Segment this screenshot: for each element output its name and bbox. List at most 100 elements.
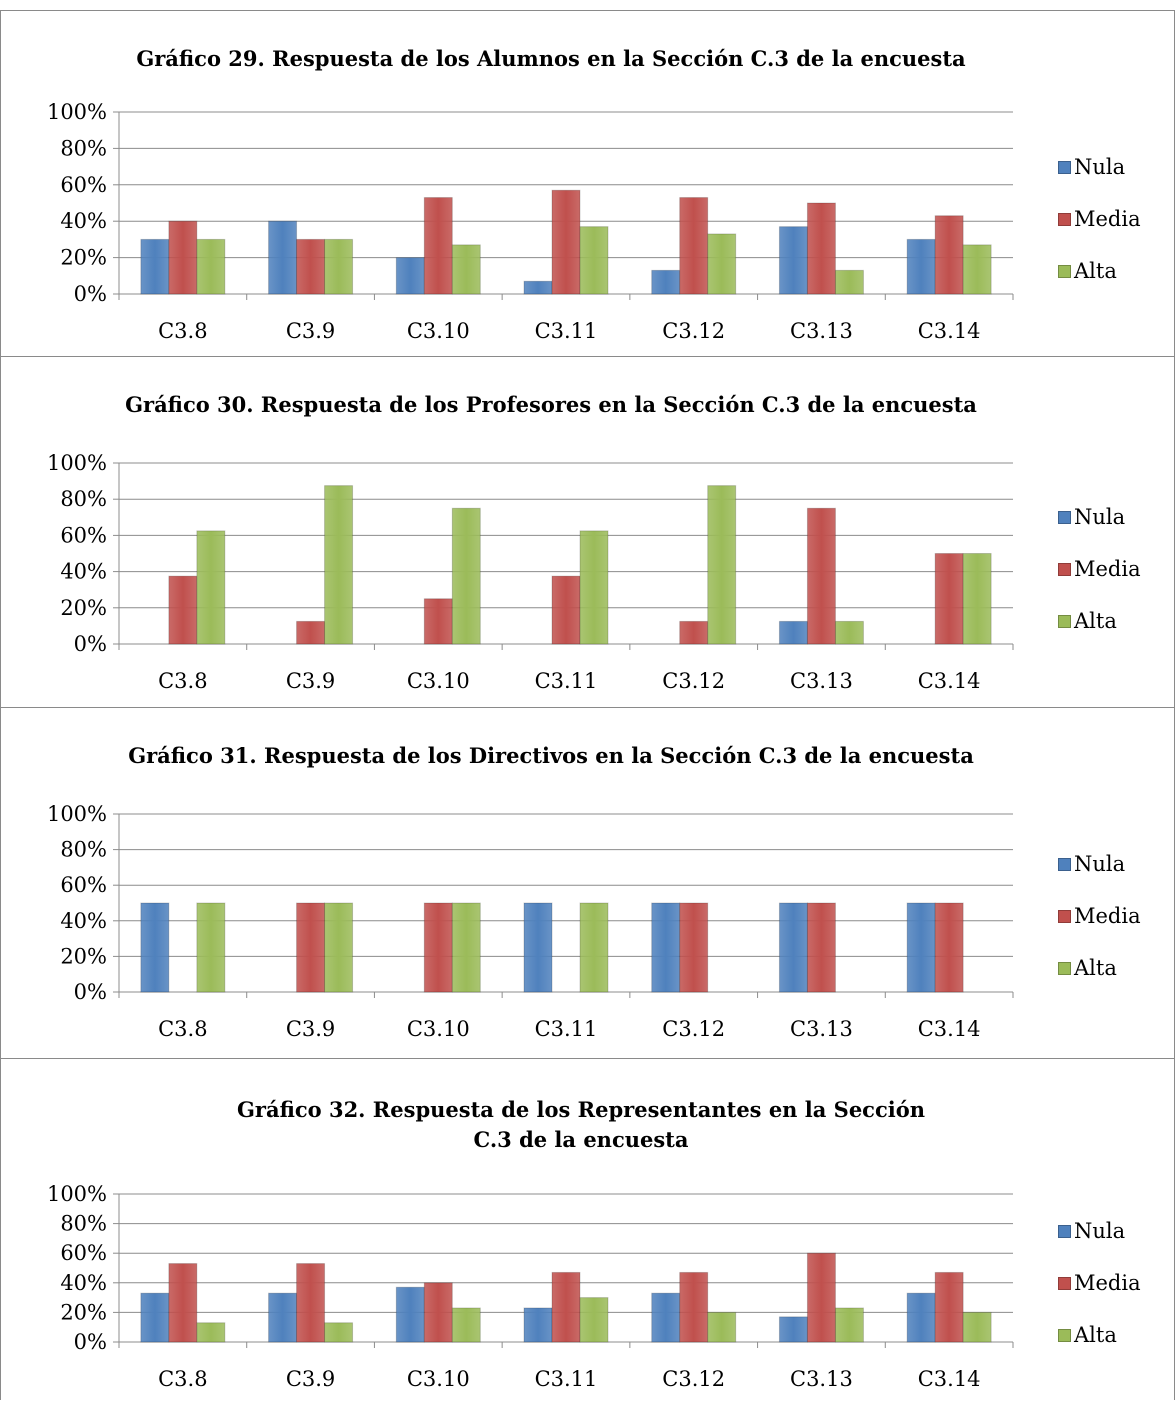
legend-swatch-media [1058, 909, 1071, 923]
bar-media [934, 553, 964, 645]
x-tick-label: C3.10 [407, 1367, 470, 1391]
y-tick-label: 40% [60, 209, 107, 233]
x-tick-label: C3.13 [790, 1017, 853, 1041]
bar-alta [324, 1322, 354, 1343]
chart-panel-30: Gráfico 30. Respuesta de los Profesores … [0, 356, 1175, 707]
y-tick-label: 80% [60, 136, 107, 160]
legend-label: Nula [1074, 852, 1126, 876]
x-tick-label: C3.8 [158, 669, 207, 693]
bar-nula [778, 902, 808, 993]
bar-alta [962, 244, 992, 295]
bar-media [679, 197, 709, 295]
x-tick-label: C3.12 [662, 319, 725, 343]
bar-media [423, 1282, 453, 1343]
legend-item-alta: Alta [1058, 1323, 1117, 1349]
legend-item-nula: Nula [1058, 1219, 1125, 1245]
bar-media [934, 215, 964, 295]
x-tick-label: C3.9 [286, 1017, 335, 1041]
bar-alta [196, 902, 226, 993]
x-tick-label: C3.11 [535, 319, 598, 343]
bar-alta [324, 485, 354, 645]
bar-alta [707, 233, 737, 295]
bar-nula [906, 1292, 936, 1343]
x-tick-label: C3.9 [286, 1367, 335, 1391]
y-tick-label: 40% [60, 909, 107, 933]
legend-item-media: Media [1058, 1271, 1141, 1297]
bar-alta [451, 507, 481, 645]
legend-swatch-alta [1058, 961, 1071, 975]
bar-alta [196, 1322, 226, 1343]
x-tick-label: C3.12 [662, 1367, 725, 1391]
bar-media [296, 1263, 326, 1343]
y-tick-label: 0% [74, 632, 107, 656]
bar-alta [834, 1307, 864, 1343]
chart-title: Gráfico 31. Respuesta de los Directivos … [128, 743, 974, 768]
chart-panel-31: Gráfico 31. Respuesta de los Directivos … [0, 707, 1175, 1058]
x-tick-label: C3.11 [535, 1017, 598, 1041]
x-tick-label: C3.9 [286, 319, 335, 343]
x-tick-label: C3.12 [662, 1017, 725, 1041]
legend-label: Nula [1074, 505, 1126, 529]
chart-plot: 0% 20% 40% 60% 80% 100% C3.8 C3.9 C3.10 C3.11 C3.1… [47, 1182, 1014, 1391]
bar-nula [395, 257, 425, 295]
bar-media [423, 598, 453, 645]
bar-alta [324, 902, 354, 993]
bar-media [806, 1252, 836, 1343]
legend-swatch-media [1058, 212, 1071, 226]
y-tick-label: 0% [74, 1330, 107, 1354]
bar-media [168, 1263, 198, 1343]
bar-alta [579, 902, 609, 993]
bar-alta [834, 620, 864, 645]
chart-title: Gráfico 32. Respuesta de los Representan… [236, 1097, 926, 1152]
x-tick-label: C3.12 [662, 669, 725, 693]
legend-swatch-nula [1058, 1224, 1071, 1238]
bar-nula [906, 902, 936, 993]
x-tick-label: C3.13 [790, 1367, 853, 1391]
bar-nula [778, 620, 808, 645]
legend-item-alta: Alta [1058, 259, 1117, 285]
y-tick-label: 60% [60, 523, 107, 547]
y-tick-label: 80% [60, 838, 107, 862]
bar-nula [523, 280, 553, 295]
bar-alta [579, 530, 609, 645]
chart-plot: 0% 20% 40% 60% 80% 100% C3.8 C3.9 C3.10 C3.11 C3.1… [47, 100, 1014, 343]
y-tick-label: 40% [60, 560, 107, 584]
chart-title: Gráfico 30. Respuesta de los Profesores … [125, 392, 977, 417]
legend-swatch-nula [1058, 857, 1071, 871]
bar-alta [196, 238, 226, 295]
bar-media [168, 220, 198, 295]
legend-label: Alta [1074, 1323, 1117, 1347]
bar-media [423, 902, 453, 993]
legend-label: Media [1074, 207, 1141, 231]
legend-item-media: Media [1058, 904, 1141, 930]
bar-media [679, 620, 709, 645]
x-tick-label: C3.13 [790, 669, 853, 693]
x-tick-label: C3.13 [790, 319, 853, 343]
y-tick-label: 100% [47, 100, 107, 124]
bar-alta [962, 1311, 992, 1343]
bar-media [806, 202, 836, 295]
y-tick-label: 0% [74, 282, 107, 306]
bar-media [934, 902, 964, 993]
legend-swatch-alta [1058, 1328, 1071, 1342]
legend-label: Nula [1074, 155, 1126, 179]
chart-panel-29: Gráfico 29. Respuesta de los Alumnos en … [0, 10, 1175, 356]
y-tick-label: 100% [47, 802, 107, 826]
bar-alta [451, 1307, 481, 1343]
legend-swatch-media [1058, 562, 1071, 576]
legend-swatch-alta [1058, 614, 1071, 628]
legend-item-media: Media [1058, 207, 1141, 233]
legend-item-alta: Alta [1058, 609, 1117, 635]
x-tick-label: C3.14 [918, 1367, 981, 1391]
y-tick-label: 100% [47, 1182, 107, 1206]
x-tick-label: C3.8 [158, 1367, 207, 1391]
bar-media [551, 575, 581, 645]
bar-nula [651, 1292, 681, 1343]
bar-nula [778, 226, 808, 295]
bar-alta [579, 226, 609, 295]
legend-label: Alta [1074, 956, 1117, 980]
bar-alta [451, 902, 481, 993]
bar-alta [579, 1297, 609, 1343]
bar-nula [268, 220, 298, 295]
bar-nula [140, 1292, 170, 1343]
